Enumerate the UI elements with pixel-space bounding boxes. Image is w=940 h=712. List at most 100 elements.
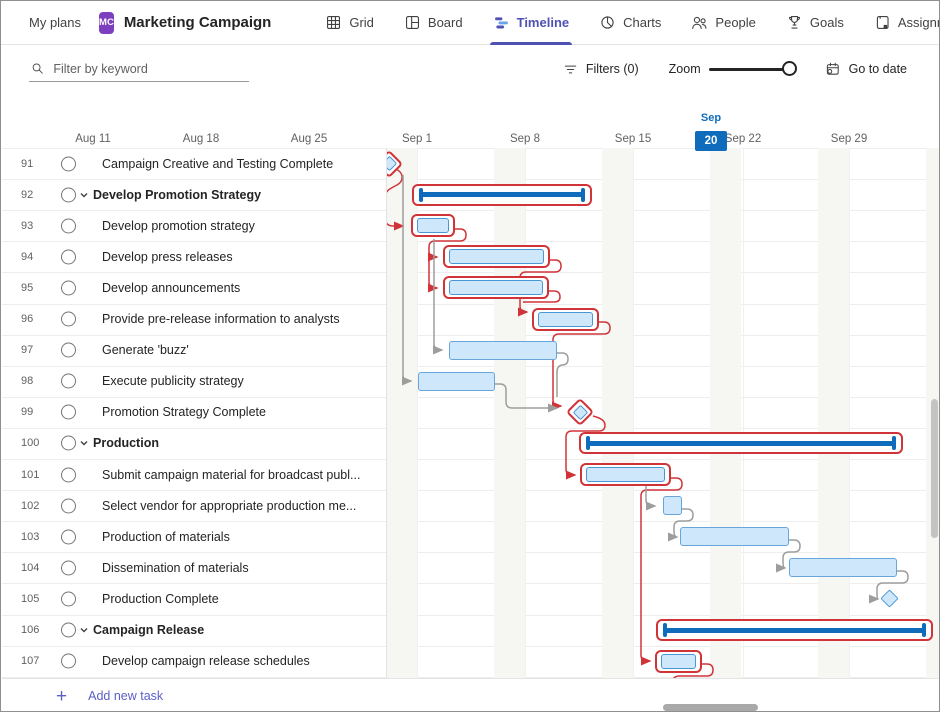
collapse-chevron-icon[interactable] — [79, 190, 89, 200]
dependency-line — [518, 259, 562, 317]
filters-button[interactable]: Filters (0) — [563, 62, 639, 77]
dependency-line — [386, 168, 405, 231]
task-id: 103 — [21, 530, 40, 543]
add-task-row[interactable]: + Add new task — [2, 678, 938, 711]
task-name: Promotion Strategy Complete — [102, 405, 266, 420]
task-id: 100 — [21, 437, 40, 450]
tab-charts[interactable]: Charts — [599, 1, 661, 45]
task-id: 91 — [21, 157, 34, 170]
weekend-band — [494, 148, 525, 679]
zoom-slider-track[interactable] — [708, 68, 795, 71]
row-divider — [2, 583, 938, 585]
task-row[interactable]: 97 Generate 'buzz' — [2, 335, 386, 366]
dependency-line — [645, 486, 657, 511]
task-complete-circle[interactable] — [61, 249, 76, 265]
task-row[interactable]: 107 Develop campaign release schedules — [2, 646, 386, 677]
gantt-bar[interactable] — [449, 340, 557, 360]
task-row[interactable]: 92 Develop Promotion Strategy — [2, 179, 386, 210]
task-row[interactable]: 94 Develop press releases — [2, 241, 386, 272]
weekend-band — [710, 148, 741, 679]
task-complete-circle[interactable] — [61, 435, 76, 451]
row-divider — [2, 272, 938, 274]
date-label: Sep 15 — [614, 133, 652, 145]
people-icon — [692, 16, 707, 30]
zoom-slider-handle[interactable] — [781, 61, 797, 76]
task-complete-circle[interactable] — [61, 280, 76, 296]
plus-icon[interactable]: + — [56, 685, 68, 707]
tab-grid-label: Grid — [349, 15, 374, 30]
task-complete-circle[interactable] — [61, 653, 76, 669]
zoom-slider[interactable] — [708, 61, 797, 77]
filter-icon — [564, 65, 577, 73]
task-id: 101 — [21, 468, 40, 481]
gantt-bar[interactable] — [680, 527, 789, 547]
dependency-line — [556, 352, 569, 397]
gantt-bar[interactable] — [663, 496, 682, 516]
task-complete-circle[interactable] — [61, 187, 76, 203]
task-row[interactable]: 101 Submit campaign material for broadcas… — [2, 459, 386, 490]
keyword-filter-input[interactable] — [51, 60, 247, 77]
task-complete-circle[interactable] — [61, 529, 76, 545]
tab-board[interactable]: Board — [404, 1, 463, 45]
summary-bar-cap — [922, 623, 926, 638]
task-complete-circle[interactable] — [61, 404, 76, 420]
task-row[interactable]: 100 Production — [2, 428, 386, 459]
dependency-line — [495, 383, 559, 413]
task-complete-circle[interactable] — [61, 467, 76, 483]
task-row[interactable]: 105 Production Complete — [2, 583, 386, 614]
week-gridline — [633, 148, 634, 679]
task-row[interactable]: 106 Campaign Release — [2, 615, 386, 646]
vertical-scrollbar-thumb[interactable] — [931, 399, 938, 538]
tab-people[interactable]: People — [691, 1, 756, 45]
tab-timeline[interactable]: Timeline — [489, 1, 573, 45]
dependency-connectors — [386, 168, 909, 679]
task-complete-circle[interactable] — [61, 560, 76, 576]
add-task-label[interactable]: Add new task — [88, 689, 164, 703]
horizontal-scrollbar-thumb[interactable] — [663, 704, 758, 711]
task-row[interactable]: 98 Execute publicity strategy — [2, 366, 386, 397]
week-gridline — [743, 148, 744, 679]
task-complete-circle[interactable] — [61, 342, 76, 358]
task-row[interactable]: 104 Dissemination of materials — [2, 552, 386, 583]
collapse-chevron-icon[interactable] — [79, 438, 89, 448]
task-row[interactable]: 93 Develop promotion strategy — [2, 210, 386, 241]
tab-assignments[interactable]: Assignments — [874, 1, 939, 45]
collapse-chevron-icon[interactable] — [79, 625, 89, 635]
task-row[interactable]: 95 Develop announcements — [2, 272, 386, 303]
today-badge[interactable]: 20 — [695, 131, 727, 151]
task-row[interactable]: 102 Select vendor for appropriate product… — [2, 490, 386, 521]
task-complete-circle[interactable] — [61, 498, 76, 514]
breadcrumb-my-plans[interactable]: My plans — [29, 15, 82, 30]
task-complete-circle[interactable] — [61, 156, 76, 172]
task-id: 98 — [21, 375, 34, 388]
dependency-line — [667, 508, 694, 542]
row-divider — [2, 396, 938, 398]
task-complete-circle[interactable] — [61, 218, 76, 234]
gantt-bar[interactable] — [418, 371, 495, 391]
date-label: Sep 22 — [724, 133, 762, 145]
row-divider — [2, 521, 938, 523]
tab-goals[interactable]: Goals — [786, 1, 844, 45]
tab-grid[interactable]: Grid — [325, 1, 374, 45]
gantt-bar[interactable] — [789, 558, 897, 578]
plan-title: Marketing Campaign — [123, 14, 272, 31]
task-complete-circle[interactable] — [61, 373, 76, 389]
task-id: 94 — [21, 250, 34, 263]
task-row[interactable]: 103 Production of materials — [2, 521, 386, 552]
search-box[interactable] — [29, 57, 249, 82]
task-complete-circle[interactable] — [61, 311, 76, 327]
task-row[interactable]: 96 Provide pre-release information to ana… — [2, 304, 386, 335]
task-id: 107 — [21, 655, 40, 668]
gantt-bar — [417, 218, 449, 234]
search-icon — [32, 63, 43, 74]
go-to-date-button[interactable]: Go to date — [825, 61, 907, 77]
task-row[interactable]: 91 Campaign Creative and Testing Complete — [2, 148, 386, 179]
row-divider — [2, 210, 938, 212]
task-complete-circle[interactable] — [61, 591, 76, 607]
task-row[interactable]: 99 Promotion Strategy Complete — [2, 397, 386, 428]
task-id: 95 — [21, 281, 34, 294]
task-complete-circle[interactable] — [61, 622, 76, 638]
task-name: Campaign Creative and Testing Complete — [102, 156, 334, 171]
week-gridline — [849, 148, 850, 679]
task-name: Production Complete — [102, 591, 219, 606]
